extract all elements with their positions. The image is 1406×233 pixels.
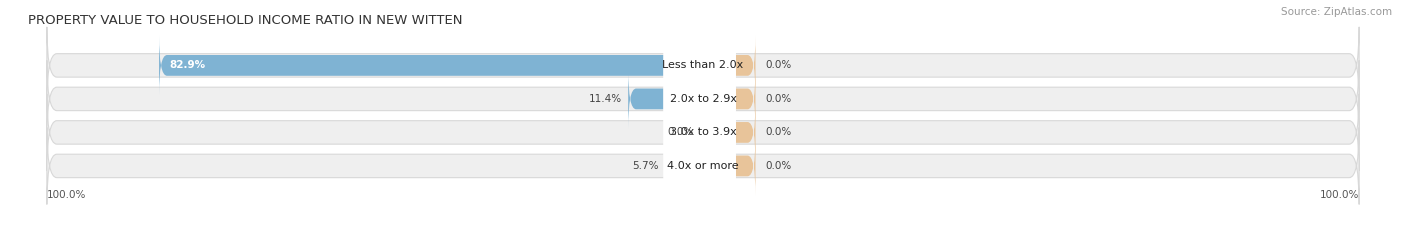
Text: 0.0%: 0.0% (666, 127, 693, 137)
Text: 2.0x to 2.9x: 2.0x to 2.9x (669, 94, 737, 104)
FancyBboxPatch shape (628, 69, 703, 129)
Text: Source: ZipAtlas.com: Source: ZipAtlas.com (1281, 7, 1392, 17)
FancyBboxPatch shape (159, 36, 703, 95)
Text: 100.0%: 100.0% (46, 190, 86, 200)
Text: 82.9%: 82.9% (169, 60, 205, 70)
FancyBboxPatch shape (664, 0, 735, 233)
FancyBboxPatch shape (664, 0, 735, 233)
FancyBboxPatch shape (664, 0, 735, 233)
FancyBboxPatch shape (664, 0, 735, 233)
FancyBboxPatch shape (665, 136, 703, 196)
FancyBboxPatch shape (703, 36, 755, 95)
Text: Less than 2.0x: Less than 2.0x (662, 60, 744, 70)
Text: 3.0x to 3.9x: 3.0x to 3.9x (669, 127, 737, 137)
FancyBboxPatch shape (703, 103, 755, 162)
Text: 0.0%: 0.0% (765, 60, 792, 70)
Text: 5.7%: 5.7% (633, 161, 659, 171)
Text: 11.4%: 11.4% (589, 94, 621, 104)
Text: 0.0%: 0.0% (765, 161, 792, 171)
FancyBboxPatch shape (46, 60, 1360, 137)
Text: 4.0x or more: 4.0x or more (668, 161, 738, 171)
Text: 100.0%: 100.0% (1320, 190, 1360, 200)
FancyBboxPatch shape (703, 136, 755, 196)
FancyBboxPatch shape (46, 27, 1360, 104)
Text: PROPERTY VALUE TO HOUSEHOLD INCOME RATIO IN NEW WITTEN: PROPERTY VALUE TO HOUSEHOLD INCOME RATIO… (28, 14, 463, 27)
FancyBboxPatch shape (46, 127, 1360, 205)
FancyBboxPatch shape (703, 69, 755, 129)
Text: 0.0%: 0.0% (765, 127, 792, 137)
FancyBboxPatch shape (46, 94, 1360, 171)
Text: 0.0%: 0.0% (765, 94, 792, 104)
